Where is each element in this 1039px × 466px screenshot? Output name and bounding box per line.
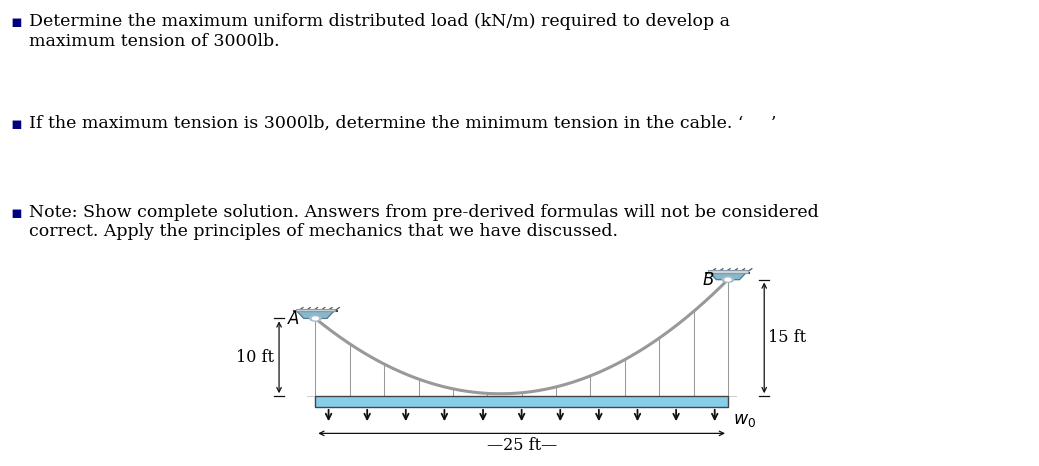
Text: Note: Show complete solution. Answers from pre-derived formulas will not be cons: Note: Show complete solution. Answers fr… (29, 204, 819, 240)
Text: —25 ft—: —25 ft— (486, 437, 557, 454)
Text: $B$: $B$ (702, 272, 715, 289)
Polygon shape (297, 311, 334, 318)
Text: $w_0$: $w_0$ (732, 412, 756, 430)
Circle shape (313, 317, 318, 320)
Text: ▪: ▪ (10, 204, 22, 221)
Polygon shape (710, 273, 746, 280)
Text: Determine the maximum uniform distributed load (kN/m) required to develop a
maxi: Determine the maximum uniform distribute… (29, 13, 730, 50)
Bar (316, 396, 728, 407)
Text: ▪: ▪ (10, 13, 22, 31)
Circle shape (310, 316, 321, 321)
Text: 15 ft: 15 ft (768, 329, 805, 346)
Bar (709, 270, 748, 273)
Text: 10 ft: 10 ft (236, 349, 274, 366)
Text: If the maximum tension is 3000lb, determine the minimum tension in the cable. ‘ : If the maximum tension is 3000lb, determ… (29, 115, 776, 132)
Text: ▪: ▪ (10, 115, 22, 133)
Circle shape (725, 278, 730, 281)
Circle shape (722, 277, 734, 282)
Text: $A$: $A$ (288, 311, 300, 328)
Bar (295, 308, 336, 311)
